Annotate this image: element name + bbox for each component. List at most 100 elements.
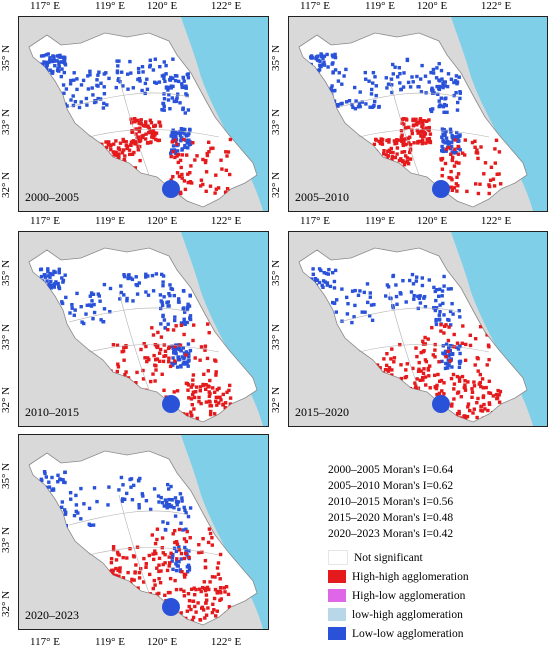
cluster-cell bbox=[363, 310, 367, 314]
cluster-cell bbox=[87, 506, 92, 511]
cluster-cell bbox=[118, 141, 123, 145]
cluster-cell bbox=[154, 137, 158, 142]
cluster-cell bbox=[333, 268, 338, 273]
cluster-cell bbox=[122, 293, 126, 297]
cluster-cell bbox=[140, 88, 144, 93]
cluster-cell bbox=[353, 288, 357, 293]
cluster-cell bbox=[428, 364, 432, 368]
cluster-cell bbox=[334, 310, 338, 314]
cluster-cell bbox=[157, 351, 162, 355]
cluster-cell bbox=[185, 412, 189, 417]
cluster-cell bbox=[148, 140, 153, 145]
cluster-cell bbox=[115, 59, 119, 63]
map-frame: 2015–2020 bbox=[288, 231, 548, 427]
cluster-cell bbox=[162, 60, 166, 64]
cluster-cell bbox=[398, 72, 402, 76]
y-tick: 32° N bbox=[270, 171, 282, 199]
x-tick: 119° E bbox=[95, 636, 125, 648]
cluster-cell bbox=[444, 323, 448, 327]
cluster-cell bbox=[398, 138, 402, 142]
cluster-cell bbox=[228, 383, 232, 388]
cluster-cell bbox=[182, 79, 186, 83]
cluster-cell bbox=[353, 107, 358, 111]
cluster-cell bbox=[60, 500, 64, 504]
cluster-cell bbox=[174, 540, 179, 544]
cluster-cell bbox=[495, 396, 499, 401]
cluster-cell bbox=[52, 57, 56, 62]
cluster-cell bbox=[386, 82, 391, 86]
cluster-cell bbox=[133, 570, 137, 574]
cluster-cell bbox=[448, 352, 452, 357]
cluster-cell bbox=[173, 138, 177, 142]
cluster-cell bbox=[171, 356, 175, 360]
cluster-cell bbox=[133, 120, 137, 124]
cluster-cell bbox=[159, 569, 163, 573]
cluster-cell bbox=[215, 566, 220, 570]
cluster-cell bbox=[185, 141, 189, 145]
cluster-cell bbox=[346, 302, 350, 306]
cluster-cell bbox=[450, 365, 454, 369]
cluster-cell bbox=[404, 160, 408, 164]
x-tick: 119° E bbox=[365, 0, 395, 12]
cluster-cell bbox=[190, 403, 194, 407]
cluster-cell bbox=[489, 165, 494, 169]
cluster-cell bbox=[418, 117, 423, 121]
cluster-cell bbox=[142, 342, 146, 346]
cluster-cell bbox=[153, 57, 157, 61]
cluster-cell bbox=[146, 293, 151, 297]
cluster-cell bbox=[218, 589, 222, 594]
cluster-cell bbox=[153, 541, 158, 546]
cluster-cell bbox=[452, 397, 456, 401]
cluster-cell bbox=[70, 303, 74, 307]
cluster-cell bbox=[420, 124, 424, 129]
cluster-cell bbox=[400, 117, 405, 122]
cluster-cell bbox=[126, 87, 130, 91]
cluster-cell bbox=[451, 155, 455, 160]
cluster-cell bbox=[86, 74, 90, 78]
cluster-cell bbox=[215, 609, 219, 613]
cluster-cell bbox=[97, 70, 101, 74]
cluster-cell bbox=[452, 332, 456, 337]
cluster-cell bbox=[399, 292, 403, 296]
cluster-cell bbox=[175, 142, 179, 146]
cluster-cell bbox=[91, 523, 96, 527]
cluster-cell bbox=[358, 289, 362, 293]
cluster-cell bbox=[175, 503, 179, 507]
cluster-cell bbox=[177, 527, 182, 532]
cluster-cell bbox=[183, 322, 187, 326]
cluster-cell bbox=[216, 572, 221, 576]
cluster-cell bbox=[156, 330, 160, 335]
cluster-cell bbox=[210, 536, 214, 540]
cluster-cell bbox=[137, 70, 141, 75]
cluster-cell bbox=[126, 276, 130, 281]
cluster-cell bbox=[448, 359, 453, 363]
cluster-cell bbox=[157, 563, 161, 567]
cluster-cell bbox=[121, 349, 126, 353]
cluster-cell bbox=[168, 283, 172, 287]
cluster-cell bbox=[184, 511, 188, 515]
cluster-cell bbox=[44, 475, 48, 479]
cluster-cell bbox=[176, 500, 180, 504]
cluster-cell bbox=[61, 83, 66, 87]
cluster-cell bbox=[372, 302, 376, 307]
cluster-cell bbox=[228, 396, 233, 400]
cluster-cell bbox=[169, 551, 173, 555]
cluster-cell bbox=[177, 79, 181, 84]
cluster-cell bbox=[102, 92, 107, 96]
x-tick: 117° E bbox=[300, 215, 330, 227]
cluster-cell bbox=[382, 149, 386, 153]
cluster-cell bbox=[437, 391, 442, 396]
cluster-cell bbox=[156, 138, 160, 143]
cluster-cell bbox=[176, 131, 180, 135]
cluster-cell bbox=[125, 146, 129, 151]
cluster-cell bbox=[162, 76, 166, 80]
cluster-cell bbox=[399, 135, 404, 139]
cluster-cell bbox=[46, 267, 50, 271]
cluster-cell bbox=[452, 382, 457, 386]
cluster-cell bbox=[188, 316, 192, 320]
cluster-cell bbox=[125, 296, 129, 301]
cluster-cell bbox=[444, 129, 448, 134]
cluster-cell bbox=[171, 363, 175, 367]
cluster-cell bbox=[178, 345, 182, 349]
cluster-cell bbox=[75, 77, 79, 81]
